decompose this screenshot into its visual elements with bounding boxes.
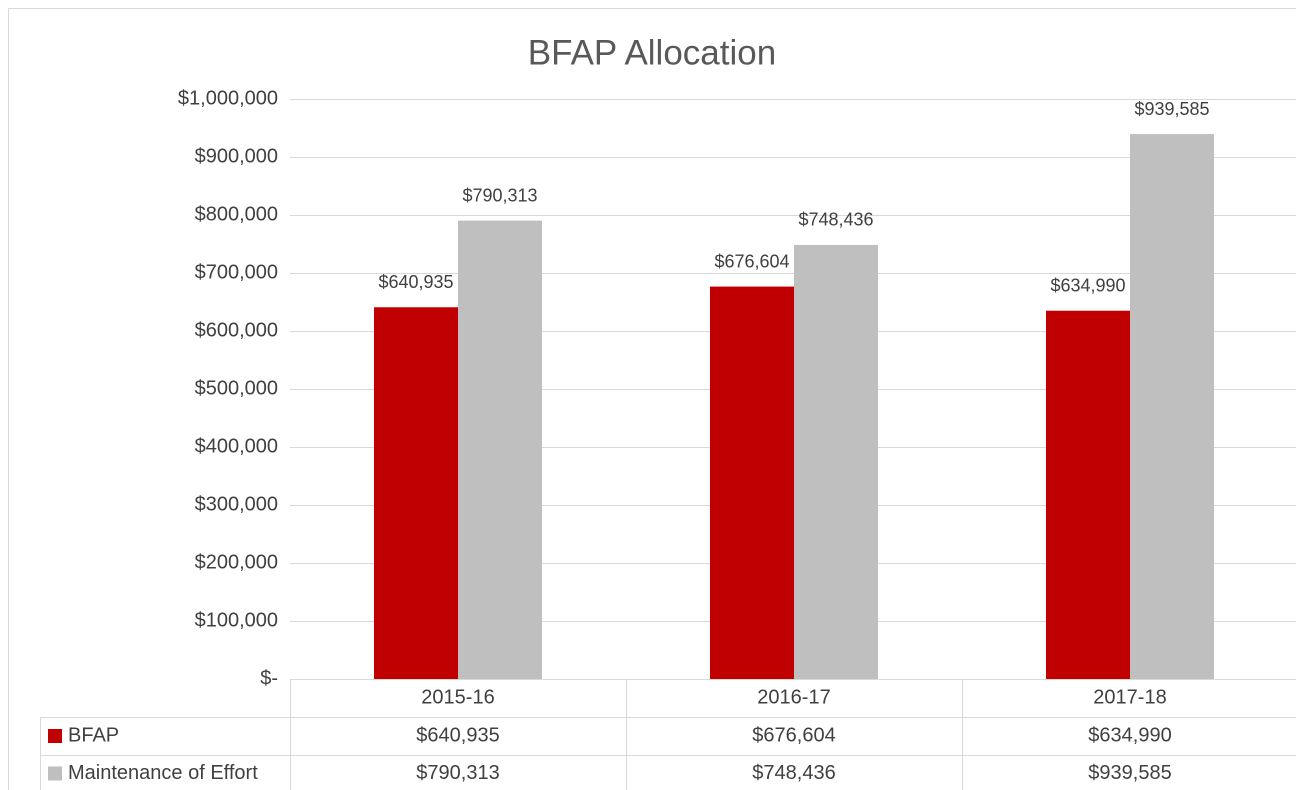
value-label: $790,313 <box>462 185 537 205</box>
y-tick-label: $100,000 <box>195 609 278 631</box>
y-tick-label: $500,000 <box>195 377 278 399</box>
table-cell: $790,313 <box>416 762 499 784</box>
x-tick-label: 2015-16 <box>421 686 494 708</box>
y-tick-label: $900,000 <box>195 145 278 167</box>
y-tick-label: $200,000 <box>195 551 278 573</box>
y-tick-label: $600,000 <box>195 319 278 341</box>
legend-key <box>48 729 62 743</box>
bar <box>458 220 542 679</box>
y-tick-label: $700,000 <box>195 261 278 283</box>
value-label: $634,990 <box>1050 275 1125 295</box>
x-tick-label: 2017-18 <box>1093 686 1166 708</box>
table-cell: $939,585 <box>1088 762 1171 784</box>
y-tick-label: $400,000 <box>195 435 278 457</box>
value-label: $676,604 <box>714 251 789 271</box>
legend-label: Maintenance of Effort <box>68 762 258 784</box>
chart-title: BFAP Allocation <box>528 33 776 72</box>
bar <box>710 286 794 679</box>
bar <box>1046 310 1130 679</box>
value-label: $748,436 <box>798 210 873 230</box>
value-label: $939,585 <box>1134 99 1209 119</box>
table-cell: $676,604 <box>752 724 835 746</box>
x-tick-label: 2016-17 <box>757 686 830 708</box>
legend-key <box>48 766 62 781</box>
bar <box>794 244 878 680</box>
y-tick-label: $300,000 <box>195 493 278 515</box>
chart-border <box>8 8 1296 790</box>
y-tick-label: $1,000,000 <box>178 87 278 109</box>
bar <box>374 307 458 679</box>
value-label: $640,935 <box>378 272 453 292</box>
table-cell: $634,990 <box>1088 724 1171 746</box>
table-cell: $748,436 <box>752 762 835 784</box>
legend-label: BFAP <box>68 724 119 746</box>
y-tick-label: $800,000 <box>195 203 278 225</box>
table-cell: $640,935 <box>416 724 499 746</box>
bar <box>1130 134 1214 679</box>
y-tick-label: $- <box>260 667 278 689</box>
